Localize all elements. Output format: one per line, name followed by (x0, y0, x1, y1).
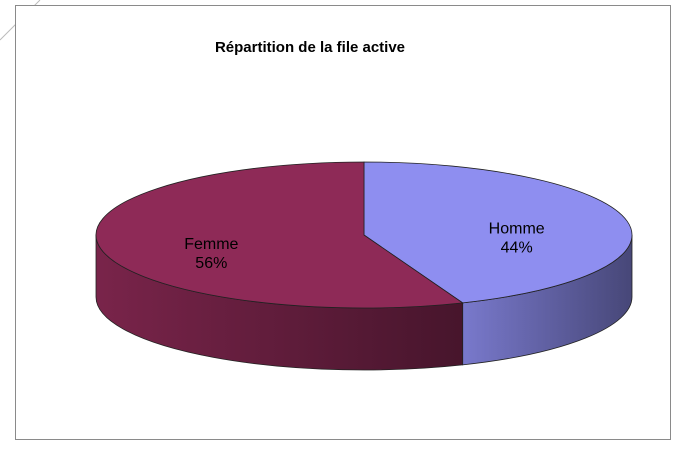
slice-label: Homme (489, 220, 545, 237)
slice-value-label: 56% (195, 255, 227, 272)
pie-slice (363, 161, 633, 304)
slice-label: Femme (184, 236, 238, 253)
slice-value-label: 44% (501, 239, 533, 256)
pie-slice (95, 161, 464, 309)
chart-title: Répartition de la file active (215, 39, 405, 56)
